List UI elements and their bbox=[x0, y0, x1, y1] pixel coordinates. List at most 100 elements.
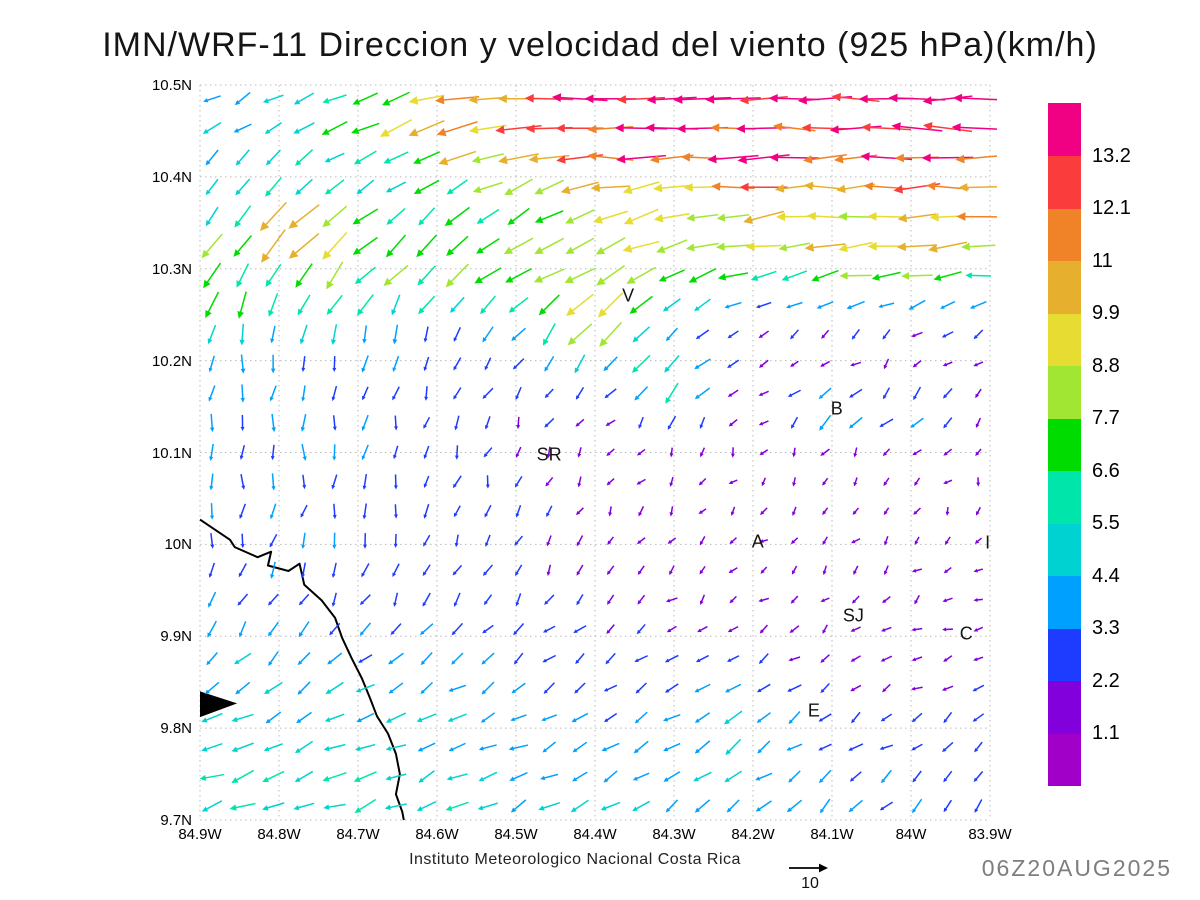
wind-arrow bbox=[818, 743, 832, 751]
wind-arrow bbox=[361, 355, 369, 373]
wind-arrow bbox=[545, 476, 554, 487]
wind-arrow bbox=[700, 447, 706, 458]
wind-arrow bbox=[653, 183, 691, 193]
wind-arrow bbox=[626, 266, 656, 284]
wind-arrow bbox=[239, 503, 247, 520]
wind-arrow bbox=[653, 212, 690, 223]
wind-arrow bbox=[914, 477, 921, 487]
wind-arrow bbox=[434, 95, 480, 105]
wind-arrow bbox=[576, 564, 584, 576]
wind-arrow bbox=[262, 770, 285, 783]
wind-arrow bbox=[201, 233, 223, 259]
wind-arrow bbox=[515, 505, 522, 518]
wind-arrow bbox=[759, 449, 769, 456]
wind-arrow bbox=[419, 623, 434, 636]
wind-arrow bbox=[294, 770, 314, 783]
wind-arrow bbox=[234, 652, 252, 665]
wind-arrow bbox=[607, 536, 615, 545]
wind-arrow bbox=[735, 124, 792, 134]
wind-arrow bbox=[882, 683, 891, 693]
wind-arrow bbox=[298, 621, 310, 638]
wind-arrow bbox=[483, 447, 493, 458]
wind-arrow bbox=[973, 656, 984, 662]
wind-arrow bbox=[297, 294, 311, 316]
wind-arrow bbox=[538, 801, 560, 811]
wind-arrow bbox=[418, 207, 436, 226]
wind-arrow bbox=[599, 321, 622, 347]
wind-arrow bbox=[524, 94, 574, 103]
wind-arrow bbox=[756, 712, 772, 723]
wind-arrow bbox=[237, 593, 249, 606]
wind-arrow bbox=[804, 243, 846, 252]
wind-arrow bbox=[768, 93, 820, 103]
lon-tick-label: 84.9W bbox=[178, 826, 222, 843]
wind-arrow bbox=[820, 360, 831, 367]
wind-arrow bbox=[634, 655, 648, 662]
wind-arrow bbox=[236, 263, 250, 288]
wind-arrow bbox=[711, 182, 755, 191]
wind-arrow bbox=[451, 622, 464, 636]
wind-arrow bbox=[544, 388, 554, 399]
wind-arrow bbox=[505, 267, 532, 283]
wind-arrow bbox=[265, 263, 282, 287]
wind-arrow bbox=[392, 386, 400, 401]
wind-arrow bbox=[788, 770, 801, 783]
colorbar-segment bbox=[1048, 260, 1081, 314]
wind-arrow bbox=[235, 149, 250, 166]
wind-arrow bbox=[353, 771, 377, 782]
wind-arrow bbox=[574, 354, 586, 374]
wind-arrow bbox=[883, 477, 890, 487]
wind-arrow bbox=[636, 448, 646, 456]
wind-arrow bbox=[359, 622, 372, 636]
wind-arrow bbox=[507, 207, 530, 226]
wind-arrow bbox=[634, 711, 648, 724]
wind-arrow bbox=[607, 594, 615, 605]
wind-arrow bbox=[913, 386, 922, 401]
wind-arrow bbox=[302, 474, 307, 490]
wind-arrow bbox=[638, 506, 645, 517]
wind-arrow bbox=[756, 683, 771, 693]
wind-arrow bbox=[942, 361, 953, 367]
wind-arrow bbox=[326, 294, 343, 315]
wind-arrow bbox=[331, 385, 338, 402]
wind-arrow bbox=[838, 241, 873, 253]
wind-arrow bbox=[205, 291, 220, 319]
wind-arrow bbox=[943, 711, 953, 724]
wind-arrow bbox=[623, 208, 659, 225]
wind-arrow bbox=[853, 477, 858, 487]
wind-arrow bbox=[806, 211, 844, 221]
wind-arrow bbox=[413, 151, 441, 164]
colorbar-segment bbox=[1048, 470, 1081, 524]
wind-arrow bbox=[321, 120, 348, 135]
wind-arrow bbox=[790, 360, 799, 367]
wind-arrow bbox=[818, 713, 832, 722]
wind-arrow bbox=[745, 242, 782, 251]
wind-arrow bbox=[301, 356, 306, 372]
wind-arrow bbox=[710, 123, 756, 133]
wind-arrow bbox=[386, 207, 406, 225]
wind-arrow bbox=[750, 270, 777, 281]
wind-arrow bbox=[911, 656, 923, 662]
wind-arrow bbox=[269, 385, 277, 402]
wind-arrow bbox=[616, 95, 666, 104]
wind-arrow bbox=[897, 213, 937, 223]
wind-arrow bbox=[822, 477, 829, 486]
wind-arrow bbox=[575, 653, 585, 665]
wind-arrow bbox=[418, 295, 436, 315]
city-label-i: I bbox=[985, 532, 991, 553]
wind-arrow bbox=[699, 565, 706, 575]
wind-arrow bbox=[943, 479, 953, 485]
wind-arrow bbox=[848, 799, 863, 813]
wind-arrow bbox=[658, 269, 685, 282]
colorbar-tick-label: 4.4 bbox=[1092, 564, 1120, 587]
wind-arrow bbox=[385, 744, 407, 751]
wind-arrow bbox=[973, 361, 984, 367]
wind-arrow bbox=[921, 153, 974, 163]
wind-arrow bbox=[912, 798, 923, 814]
wind-arrow bbox=[445, 801, 469, 811]
wind-arrow bbox=[546, 564, 552, 576]
wind-arrow bbox=[694, 358, 711, 370]
wind-arrow bbox=[849, 388, 863, 398]
wind-arrow bbox=[715, 242, 750, 251]
wind-arrow bbox=[361, 414, 369, 431]
